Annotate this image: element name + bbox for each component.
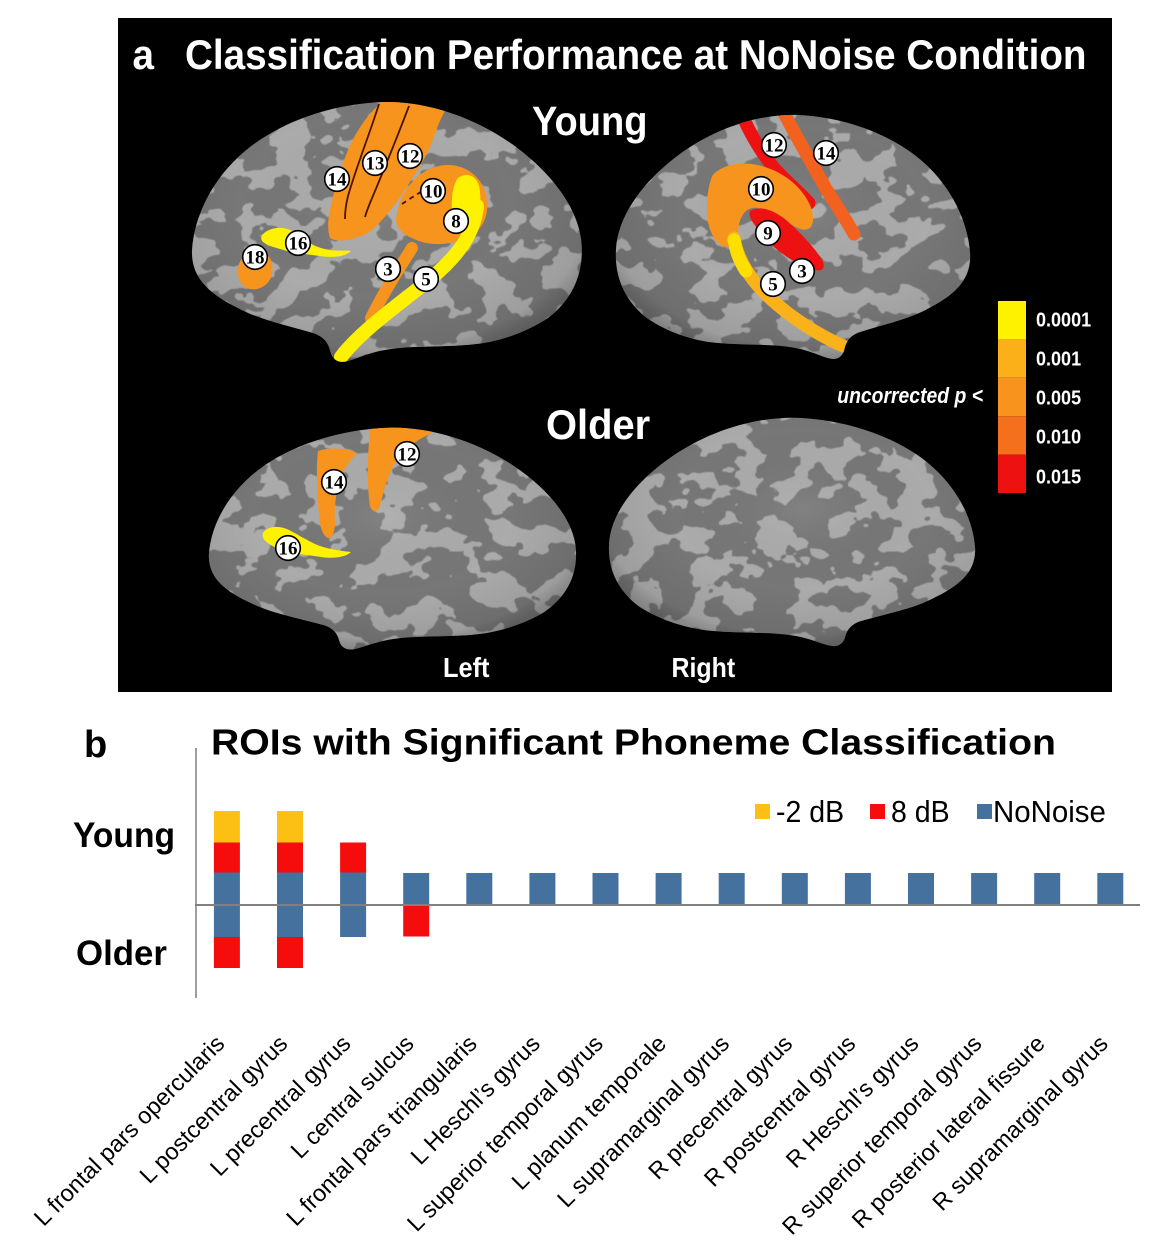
svg-text:0.015: 0.015 (1036, 467, 1081, 489)
svg-text:5: 5 (768, 275, 778, 296)
svg-text:uncorrected p <: uncorrected p < (837, 384, 983, 408)
svg-text:5: 5 (421, 270, 431, 291)
svg-text:0.010: 0.010 (1036, 427, 1081, 449)
svg-text:8 dB: 8 dB (891, 795, 950, 829)
svg-text:0.0001: 0.0001 (1036, 309, 1091, 331)
svg-text:12: 12 (401, 147, 420, 168)
svg-text:12: 12 (765, 136, 784, 157)
svg-text:10: 10 (752, 180, 771, 201)
svg-text:NoNoise: NoNoise (993, 795, 1106, 829)
svg-text:12: 12 (398, 445, 417, 466)
svg-text:Older: Older (76, 934, 167, 973)
svg-text:ROIs with Significant Phoneme: ROIs with Significant Phoneme Classifica… (211, 722, 1056, 762)
svg-text:3: 3 (383, 260, 393, 281)
svg-text:13: 13 (366, 154, 385, 175)
svg-text:14: 14 (328, 170, 348, 191)
svg-text:16: 16 (289, 234, 308, 255)
svg-text:10: 10 (424, 182, 443, 203)
svg-text:0.001: 0.001 (1036, 349, 1081, 371)
svg-text:0.005: 0.005 (1036, 388, 1081, 410)
svg-text:8: 8 (451, 212, 461, 233)
svg-text:Young: Young (532, 99, 648, 145)
svg-text:Older: Older (546, 401, 650, 448)
svg-text:14: 14 (325, 473, 345, 494)
svg-text:Young: Young (73, 816, 175, 855)
svg-text:Classification Performance at: Classification Performance at NoNoise Co… (185, 30, 1087, 78)
svg-text:16: 16 (279, 539, 298, 560)
svg-text:14: 14 (817, 144, 837, 165)
svg-text:Left: Left (443, 652, 490, 683)
svg-text:9: 9 (763, 224, 773, 245)
svg-text:18: 18 (246, 248, 265, 269)
svg-text:-2 dB: -2 dB (776, 795, 844, 829)
svg-text:a: a (133, 30, 155, 78)
svg-text:3: 3 (797, 262, 807, 283)
svg-text:b: b (84, 724, 107, 766)
svg-text:Right: Right (672, 652, 736, 684)
